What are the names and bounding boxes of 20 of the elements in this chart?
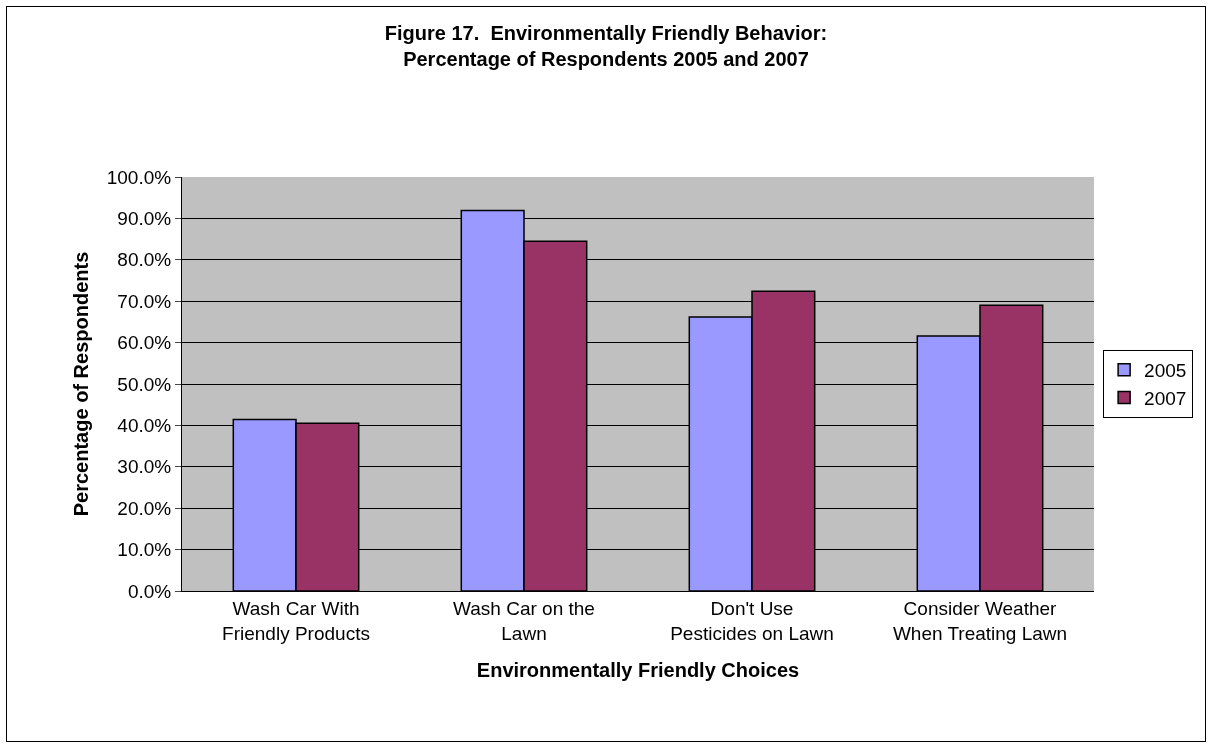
legend-label: 2005 <box>1144 360 1187 382</box>
y-tick-label: 0.0% <box>127 580 172 602</box>
legend-label: 2007 <box>1144 387 1187 409</box>
chart-title: Figure 17. Environmentally Friendly Behavior: Percentage of Respondents 2005 and 2007 <box>384 22 828 71</box>
x-tick-label: Don't Use Pesticides on Lawn <box>670 597 834 644</box>
x-tick-label: Wash Car With Friendly Products <box>222 597 370 644</box>
x-tick-label: Wash Car on the Lawn <box>453 597 595 644</box>
y-tick-label: 20.0% <box>117 497 172 519</box>
y-tick-label: 100.0% <box>106 166 172 188</box>
x-axis-title: Environmentally Friendly Choices <box>476 659 800 681</box>
y-axis-title: Percentage of Respondents <box>70 251 93 517</box>
y-tick-label: 60.0% <box>117 332 172 354</box>
y-tick-label: 40.0% <box>117 415 172 437</box>
x-tick-label: Consider Weather When Treating Lawn <box>892 597 1068 644</box>
y-tick-label: 80.0% <box>117 249 172 271</box>
y-tick-label: 70.0% <box>117 290 172 312</box>
y-tick-label: 90.0% <box>117 208 172 230</box>
y-tick-label: 50.0% <box>117 373 172 395</box>
y-tick-label: 10.0% <box>117 539 172 561</box>
y-tick-label: 30.0% <box>117 456 172 478</box>
